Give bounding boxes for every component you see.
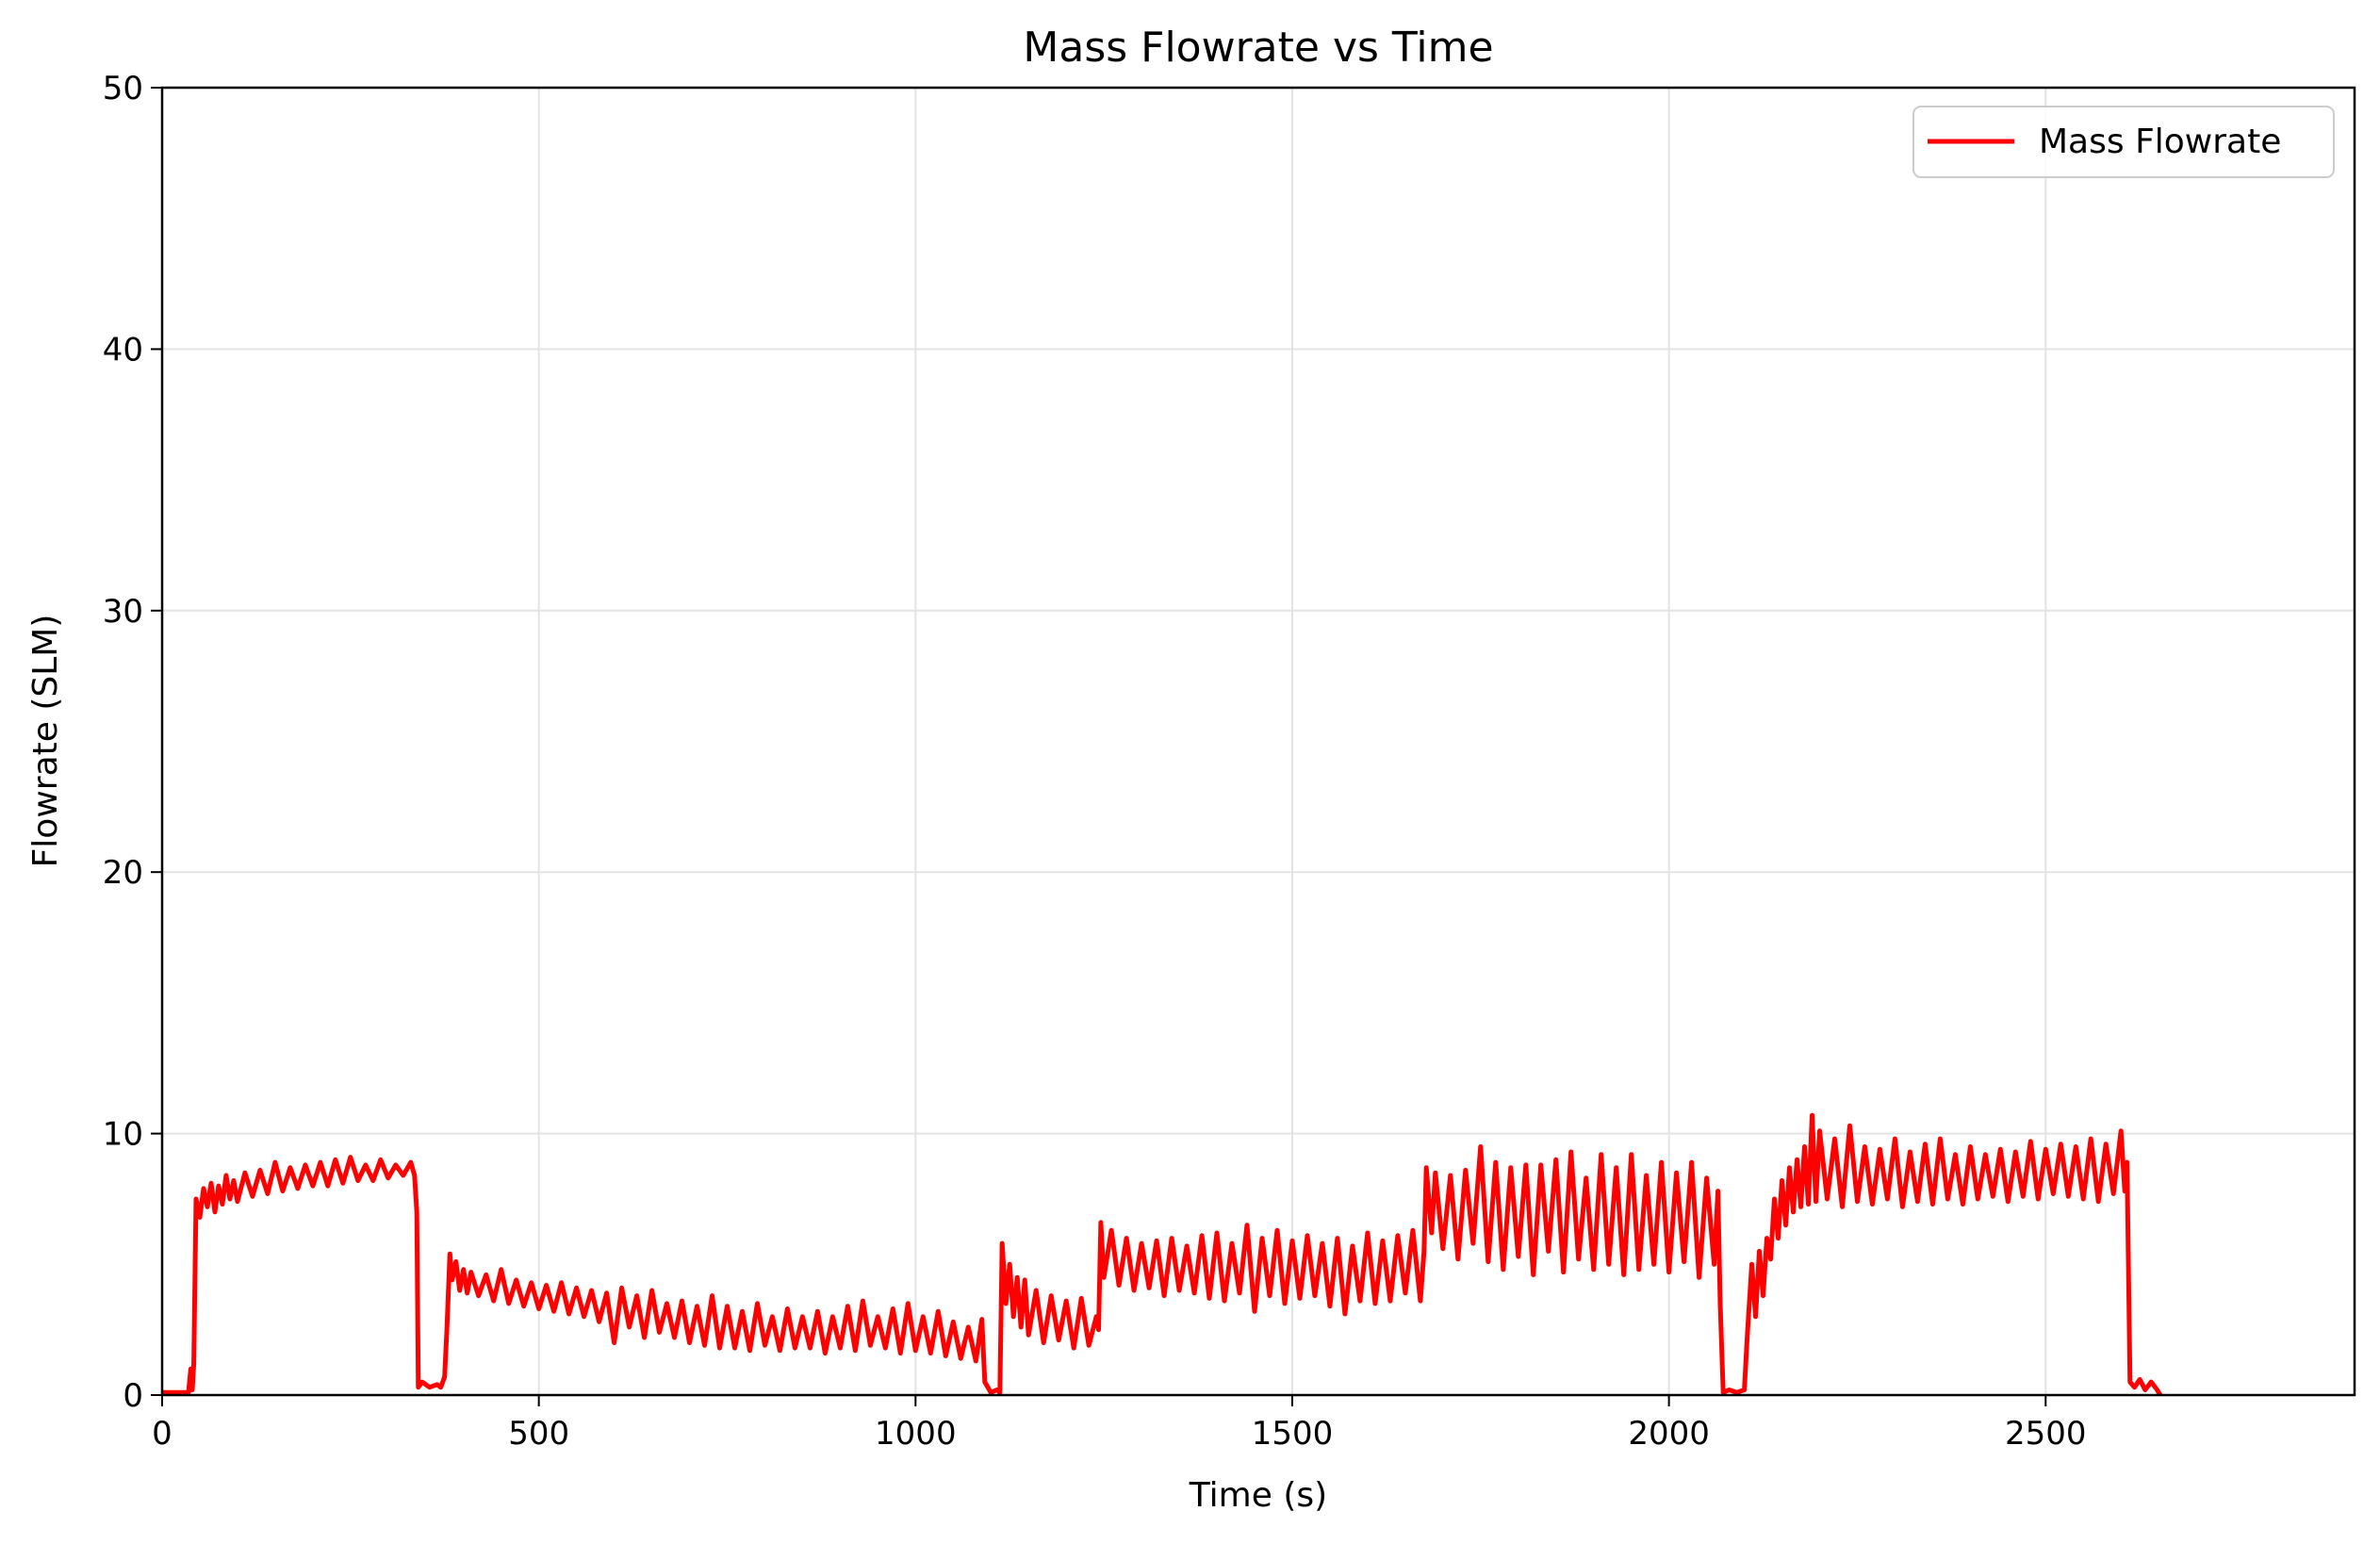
- y-tick-label-50: 50: [103, 70, 143, 107]
- x-tick-label-500: 500: [508, 1415, 569, 1453]
- y-tick-label-40: 40: [103, 331, 143, 369]
- x-tick-label-2500: 2500: [2005, 1415, 2087, 1453]
- y-tick-label-10: 10: [103, 1116, 143, 1154]
- x-tick-label-1000: 1000: [875, 1415, 957, 1453]
- x-tick-label-2000: 2000: [1628, 1415, 1710, 1453]
- x-tick-label-0: 0: [152, 1415, 172, 1453]
- legend-box: [1912, 106, 2335, 178]
- series-line-mass-flowrate: [162, 1112, 2162, 1397]
- x-tick-label-1500: 1500: [1252, 1415, 1334, 1453]
- legend-label-mass-flowrate: Mass Flowrate: [2039, 123, 2281, 161]
- y-tick-label-30: 30: [103, 593, 143, 631]
- legend: Mass Flowrate: [1912, 106, 2335, 178]
- series-layer: [162, 1112, 2162, 1397]
- y-tick-label-0: 0: [123, 1377, 143, 1415]
- y-tick-label-20: 20: [103, 854, 143, 892]
- x-axis-label: Time (s): [1189, 1476, 1327, 1515]
- ticks: 0 500 1000 1500 2000 2500 0 10 20 30 40 50: [103, 70, 2087, 1453]
- chart-title: Mass Flowrate vs Time: [1023, 24, 1493, 72]
- plot-frame: [160, 86, 2356, 1397]
- y-axis-label: Flowrate (SLM): [26, 615, 65, 868]
